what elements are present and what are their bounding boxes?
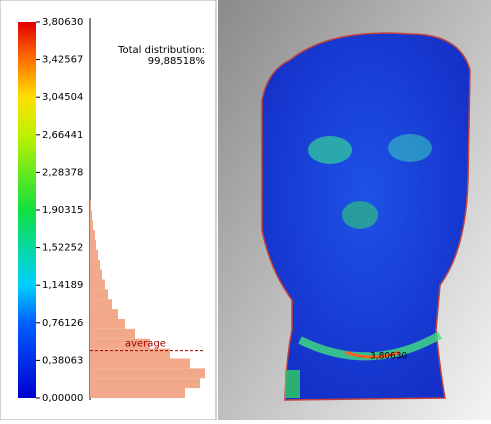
color-bar bbox=[18, 22, 36, 398]
hist-bar bbox=[90, 319, 125, 329]
hist-bar bbox=[90, 368, 205, 378]
tick-label: 1,90315 bbox=[42, 205, 83, 216]
hist-bar bbox=[90, 378, 200, 388]
tick-label: 3,04504 bbox=[42, 92, 83, 103]
hist-bar bbox=[90, 210, 92, 220]
hist-bar bbox=[90, 240, 96, 250]
tick-label: 1,52252 bbox=[42, 243, 83, 254]
hist-bar bbox=[90, 200, 91, 210]
max-annotation: 3,80630 bbox=[370, 352, 407, 362]
average-label: average bbox=[125, 339, 166, 350]
hist-bar bbox=[90, 250, 98, 260]
hist-bar bbox=[90, 270, 102, 280]
hist-bar bbox=[90, 260, 100, 270]
tick-label: 1,14189 bbox=[42, 280, 83, 291]
hist-bar bbox=[90, 279, 105, 289]
tick-label: 2,66441 bbox=[42, 130, 83, 141]
hist-bar bbox=[90, 358, 190, 368]
screen: Total distribution: 99,88518% 3,80630 3,… bbox=[0, 0, 491, 420]
tick-label: 3,80630 bbox=[42, 17, 83, 28]
hist-bar bbox=[90, 220, 93, 230]
tick-label: 0,76126 bbox=[42, 318, 83, 329]
distribution-value: 99,88518% bbox=[148, 56, 205, 67]
hist-bar bbox=[90, 230, 95, 240]
tick-label: 0,00000 bbox=[42, 393, 83, 404]
hist-bar bbox=[90, 329, 135, 339]
hist-bar bbox=[90, 299, 112, 309]
hist-bar bbox=[90, 289, 108, 299]
distribution-label: Total distribution: bbox=[117, 45, 205, 56]
hist-bar bbox=[90, 388, 185, 398]
tick-label: 0,38063 bbox=[42, 355, 83, 366]
tick-label: 3,42567 bbox=[42, 55, 83, 66]
tick-label: 2,28378 bbox=[42, 167, 83, 178]
hist-bar bbox=[90, 309, 118, 319]
